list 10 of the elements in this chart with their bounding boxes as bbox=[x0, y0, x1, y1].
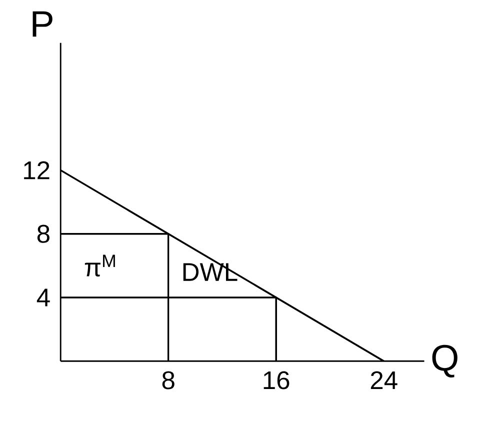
x-tick-label: 16 bbox=[264, 371, 290, 390]
y-tick-label: 4 bbox=[36, 288, 50, 306]
x-tick-label: 24 bbox=[370, 371, 398, 390]
y-tick-label: 12 bbox=[24, 161, 50, 180]
y-tick-label: 8 bbox=[37, 224, 50, 243]
annotation: DWL bbox=[183, 263, 238, 281]
annotation: π$^{M}$ bbox=[84, 254, 115, 277]
y-axis-title: P bbox=[32, 11, 52, 37]
x-tick-label: 8 bbox=[162, 371, 174, 390]
x-axis-title: Q bbox=[432, 344, 458, 378]
